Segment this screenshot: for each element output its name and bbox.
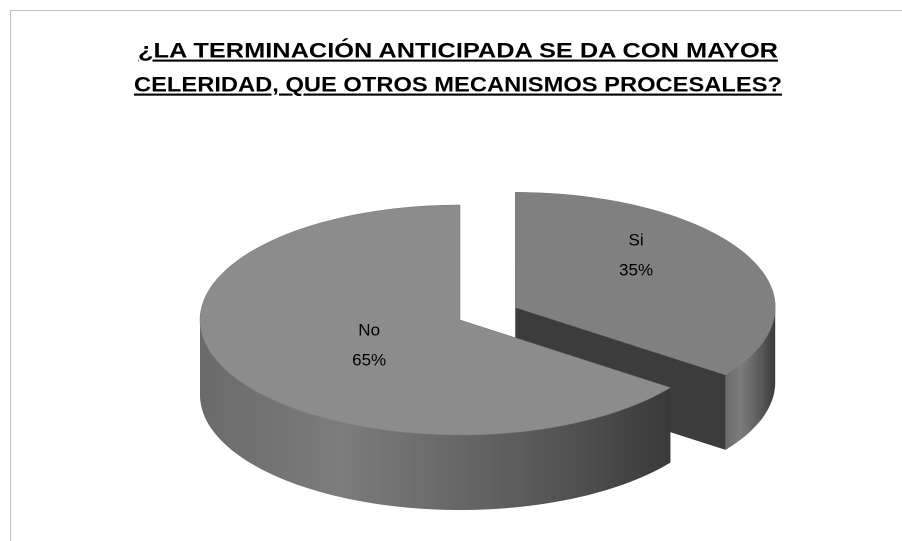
slice-side xyxy=(200,320,671,510)
slice-label: No xyxy=(358,321,380,340)
slice-label: Si xyxy=(629,231,644,250)
chart-title: ¿LA TERMINACIÓN ANTICIPADA SE DA CON MAY… xyxy=(138,39,778,63)
pie-slice xyxy=(199,204,671,436)
chart-frame xyxy=(10,10,902,541)
slice-value-label: 65% xyxy=(352,351,386,370)
pie-slice xyxy=(514,192,776,376)
slice-side xyxy=(725,307,776,450)
chart-title: CELERIDAD, QUE OTROS MECANISMOS PROCESAL… xyxy=(134,74,782,97)
slice-value-label: 35% xyxy=(619,261,653,280)
